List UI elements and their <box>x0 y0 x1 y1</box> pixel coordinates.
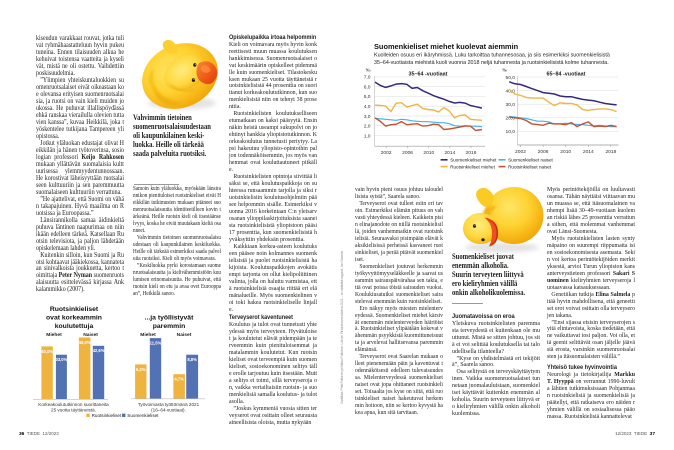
svg-text:65–84 -vuotiaat: 65–84 -vuotiaat <box>547 72 586 78</box>
svg-text:35–64-vuotiaista miehistä kuol: 35–64-vuotiaista miehistä kuoli vuonna 2… <box>374 60 609 66</box>
svg-text:...ja työllistyvät: ...ja työllistyvät <box>145 315 194 322</box>
svg-text:6,0%: 6,0% <box>136 367 146 372</box>
svg-text:2002: 2002 <box>515 149 526 155</box>
svg-text:4,0: 4,0 <box>364 104 371 110</box>
svg-text:4,7%: 4,7% <box>174 377 184 382</box>
svg-text:30,0: 30,0 <box>505 102 515 108</box>
svg-text:2010: 2010 <box>423 150 434 156</box>
svg-text:40,0: 40,0 <box>505 88 515 94</box>
svg-text:2018: 2018 <box>605 149 616 155</box>
svg-text:2014: 2014 <box>583 149 594 155</box>
svg-text:2010: 2010 <box>560 149 571 155</box>
svg-text:11,5%: 11,5% <box>150 341 162 346</box>
svg-text:33,0%: 33,0% <box>55 357 67 362</box>
svg-text:2006: 2006 <box>402 150 413 156</box>
svg-text:1,0: 1,0 <box>364 133 371 139</box>
svg-text:paremmin: paremmin <box>153 323 185 330</box>
svg-text:Miehet: Miehet <box>46 332 62 338</box>
svg-text:Työvoimasta työttömänä 2021: Työvoimasta työttömänä 2021 <box>138 402 200 407</box>
svg-text:2002: 2002 <box>381 150 392 156</box>
svg-text:Ruotsinkieliset miehet: Ruotsinkieliset miehet <box>450 164 495 169</box>
svg-text:Ruotsinkieliset: Ruotsinkieliset <box>50 306 99 313</box>
svg-text:‰: ‰ <box>502 68 507 74</box>
svg-text:2014: 2014 <box>444 150 455 156</box>
svg-text:Ruotsinkieliset naiset: Ruotsinkieliset naiset <box>508 164 552 169</box>
svg-text:Naiset: Naiset <box>177 332 192 338</box>
svg-text:5,0: 5,0 <box>364 94 371 100</box>
svg-text:25 vuotta täyttäneistä.: 25 vuotta täyttäneistä. <box>51 408 96 413</box>
svg-text:3,0: 3,0 <box>364 114 371 120</box>
svg-text:8,8%: 8,8% <box>187 357 197 362</box>
svg-text:Kuolleiden osuus eri ikäryhmis: Kuolleiden osuus eri ikäryhmissä. Luku t… <box>374 52 610 58</box>
svg-text:7,0: 7,0 <box>364 75 371 81</box>
svg-text:20,0: 20,0 <box>505 116 515 122</box>
svg-text:(16–64-vuotiaat).: (16–64-vuotiaat). <box>151 408 186 413</box>
svg-text:Miehet: Miehet <box>140 332 156 338</box>
svg-text:42,6%: 42,6% <box>93 348 105 353</box>
svg-text:2006: 2006 <box>538 149 549 155</box>
svg-text:Korkeakoulututkinnon suorittan: Korkeakoulututkinnon suorittaneita <box>38 402 109 407</box>
svg-text:48,0%: 48,0% <box>79 340 91 345</box>
svg-text:Suomenkieliset miehet: Suomenkieliset miehet <box>450 158 497 163</box>
svg-text:10,0: 10,0 <box>505 129 515 135</box>
svg-text:50,0: 50,0 <box>505 75 515 81</box>
svg-text:ovat korkeammin: ovat korkeammin <box>46 315 102 322</box>
svg-text:Suomenkieliset naiset: Suomenkieliset naiset <box>508 158 553 163</box>
svg-text:Ruotsinkieliset: Ruotsinkieliset <box>92 413 122 418</box>
svg-text:6,0: 6,0 <box>364 85 371 91</box>
svg-text:Suomenkieliset: Suomenkieliset <box>127 413 159 418</box>
svg-text:‰: ‰ <box>366 68 371 74</box>
svg-text:2,0: 2,0 <box>364 124 371 130</box>
svg-text:koulutettuja: koulutettuja <box>55 323 94 330</box>
svg-text:Suomenkieliset miehet kuolevat: Suomenkieliset miehet kuolevat aiemmin <box>374 42 519 51</box>
svg-text:35–64 -vuotiaat: 35–64 -vuotiaat <box>409 72 448 78</box>
svg-text:40,0%: 40,0% <box>41 349 53 354</box>
svg-text:Naiset: Naiset <box>83 332 98 338</box>
svg-text:2018: 2018 <box>466 150 477 156</box>
